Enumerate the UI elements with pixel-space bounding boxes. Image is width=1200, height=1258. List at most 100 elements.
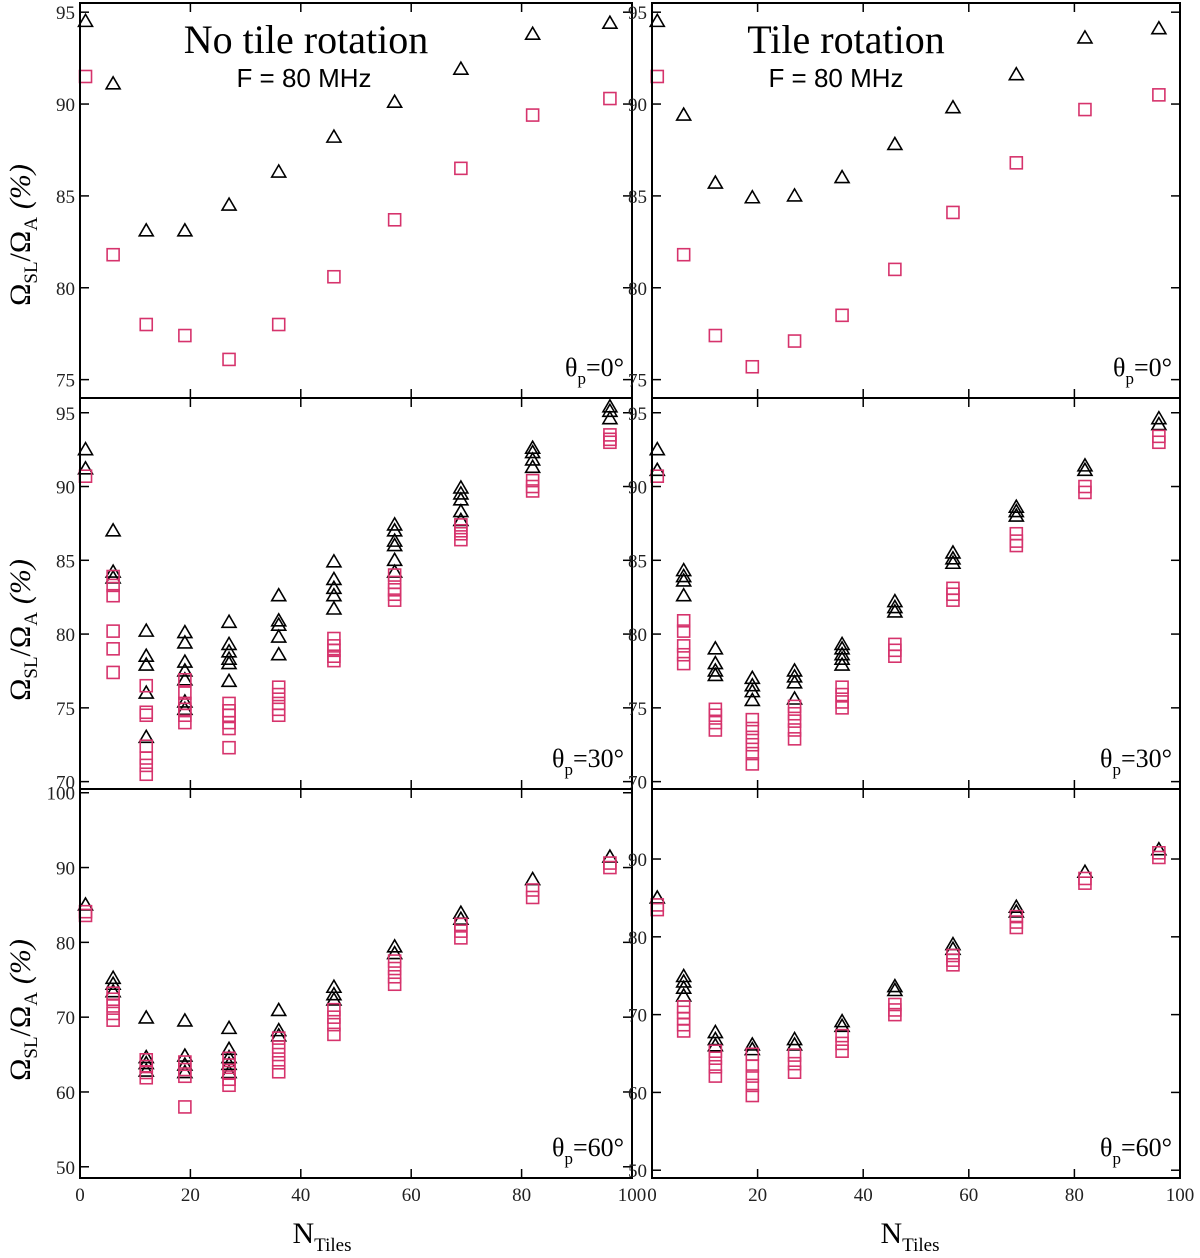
y-tick-label: 90 xyxy=(628,850,647,871)
data-point-triangle xyxy=(454,62,468,74)
data-point-square xyxy=(789,733,801,745)
figure-canvas: 7580859095No tile rotationF = 80 MHzθp=0… xyxy=(0,0,1200,1258)
theta-annotation: θp=30° xyxy=(552,744,624,779)
x-tick-label: 60 xyxy=(402,1185,421,1206)
data-point-square xyxy=(651,70,663,82)
data-point-triangle xyxy=(788,189,802,201)
series-triangles xyxy=(650,843,1166,1055)
theta-subscript: p xyxy=(564,760,573,779)
y-label-slash-omega: /Ω xyxy=(4,1006,37,1037)
data-point-square xyxy=(223,353,235,365)
data-point-square xyxy=(746,731,758,743)
data-point-square xyxy=(80,470,92,482)
y-label-omega: Ω xyxy=(4,679,37,701)
y-label-unit: (%) xyxy=(4,164,37,209)
series-triangles xyxy=(650,412,1166,706)
data-point-square xyxy=(789,1058,801,1070)
data-point-square xyxy=(709,1070,721,1082)
y-label-sub-sl: SL xyxy=(21,656,42,678)
data-point-square xyxy=(651,904,663,916)
x-label-n: N xyxy=(881,1217,903,1250)
y-label-slash-omega: /Ω xyxy=(4,231,37,262)
panel-subtitle: F = 80 MHz xyxy=(768,63,903,93)
y-tick-label: 80 xyxy=(56,933,75,954)
y-tick-label: 50 xyxy=(628,1161,647,1182)
data-point-square xyxy=(179,330,191,342)
data-point-square xyxy=(107,625,119,637)
y-tick-label: 60 xyxy=(56,1083,75,1104)
data-point-triangle xyxy=(272,630,286,642)
x-axis-label-left: NTiles xyxy=(293,1217,352,1256)
data-point-square xyxy=(107,249,119,261)
data-point-square xyxy=(651,899,663,911)
series-squares xyxy=(651,430,1165,770)
x-tick-label: 80 xyxy=(512,1185,531,1206)
plot-frame xyxy=(652,789,1180,1178)
data-point-square xyxy=(746,714,758,726)
theta-annotation: θp=30° xyxy=(1100,744,1172,779)
y-label-slash-omega: /Ω xyxy=(4,626,37,657)
data-point-triangle xyxy=(835,171,849,183)
x-axis-label-right: NTiles xyxy=(881,1217,940,1256)
series-squares xyxy=(80,857,616,1113)
data-point-square xyxy=(709,1061,721,1073)
theta-value: =60° xyxy=(573,1133,624,1162)
theta-value: =0° xyxy=(1134,353,1172,382)
y-tick-label: 95 xyxy=(56,3,75,24)
data-point-triangle xyxy=(745,693,759,705)
data-point-square xyxy=(604,429,616,441)
data-point-square xyxy=(80,906,92,918)
y-tick-label: 80 xyxy=(628,279,647,300)
data-point-square xyxy=(389,978,401,990)
y-tick-label: 90 xyxy=(56,859,75,880)
data-point-triangle xyxy=(388,539,402,551)
panel-left-1: 7580859095No tile rotationF = 80 MHzθp=0… xyxy=(56,3,632,398)
data-point-triangle xyxy=(708,642,722,654)
theta-symbol: θ xyxy=(1113,353,1125,382)
x-label-sub-tiles: Tiles xyxy=(902,1235,939,1256)
data-point-square xyxy=(179,717,191,729)
plot-frame xyxy=(652,3,1180,398)
data-point-square xyxy=(709,724,721,736)
data-point-triangle xyxy=(1152,22,1166,34)
data-point-square xyxy=(604,433,616,445)
data-point-square xyxy=(1079,872,1091,884)
data-point-triangle xyxy=(745,191,759,203)
data-point-square xyxy=(223,697,235,709)
data-point-square xyxy=(604,862,616,874)
data-point-triangle xyxy=(272,1003,286,1015)
data-point-square xyxy=(709,330,721,342)
y-tick-label: 80 xyxy=(56,625,75,646)
data-point-square xyxy=(107,643,119,655)
theta-annotation: θp=0° xyxy=(565,353,624,388)
theta-subscript: p xyxy=(1112,1149,1121,1168)
data-point-triangle xyxy=(526,27,540,39)
y-tick-label: 90 xyxy=(56,95,75,116)
data-point-triangle xyxy=(677,589,691,601)
y-tick-label: 80 xyxy=(628,625,647,646)
data-point-triangle xyxy=(1009,68,1023,80)
x-tick-label: 0 xyxy=(647,1185,657,1206)
data-point-square xyxy=(709,1052,721,1064)
data-point-square xyxy=(140,759,152,771)
x-label-n: N xyxy=(293,1217,315,1250)
data-point-square xyxy=(273,1032,285,1044)
data-point-square xyxy=(140,709,152,721)
data-point-square xyxy=(273,1066,285,1078)
data-point-square xyxy=(746,361,758,373)
data-point-square xyxy=(789,708,801,720)
data-point-square xyxy=(789,715,801,727)
data-point-triangle xyxy=(327,555,341,567)
y-tick-label: 85 xyxy=(56,551,75,572)
y-label-sub-sl: SL xyxy=(21,261,42,283)
data-point-square xyxy=(1010,540,1022,552)
data-point-triangle xyxy=(1078,31,1092,43)
data-point-square xyxy=(836,1037,848,1049)
y-label-sub-a: A xyxy=(21,992,42,1006)
data-point-triangle xyxy=(888,980,902,992)
theta-symbol: θ xyxy=(1100,1133,1112,1162)
data-point-triangle xyxy=(222,674,236,686)
y-label-omega: Ω xyxy=(4,284,37,306)
data-point-triangle xyxy=(272,648,286,660)
y-label-sub-a: A xyxy=(21,217,42,231)
